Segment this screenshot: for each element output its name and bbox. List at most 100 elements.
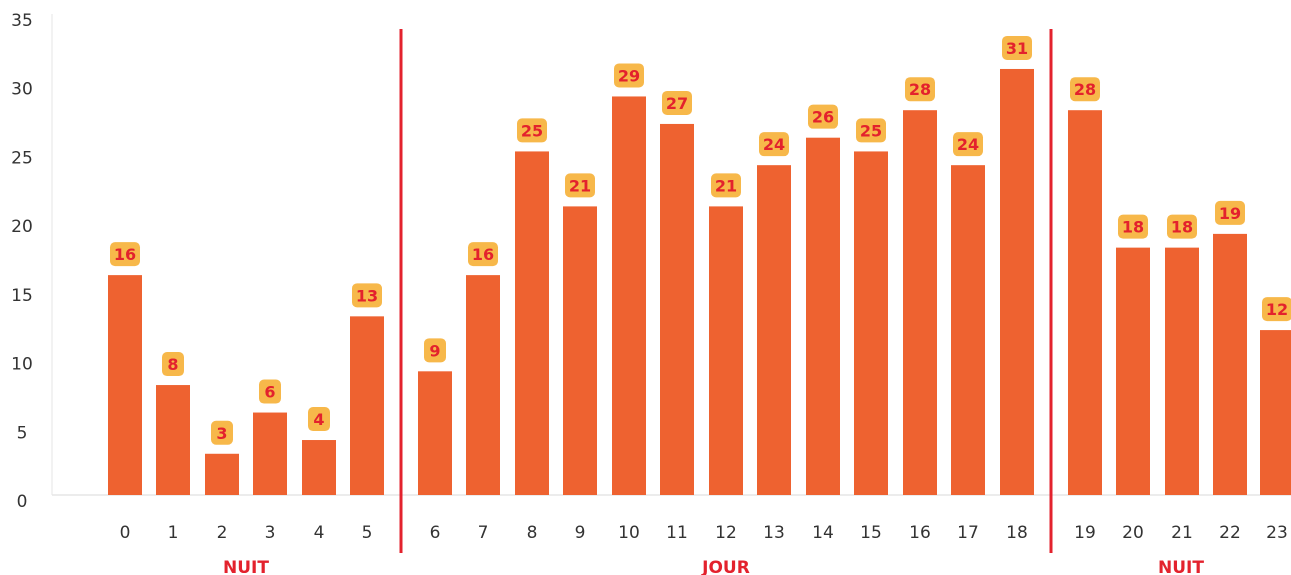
period-separators: [399, 29, 1053, 553]
bar-hour-20: [1116, 247, 1150, 495]
y-tick-label: 30: [11, 80, 33, 100]
bar-hour-8: [515, 151, 549, 495]
data-label: 25: [860, 121, 882, 140]
data-label-badge: [1167, 214, 1197, 239]
x-tick-label: 14: [812, 523, 834, 543]
bar-hour-12: [709, 206, 743, 495]
x-tick-label: 22: [1219, 523, 1241, 543]
x-tick-label: 5: [362, 523, 373, 543]
data-label-badge: [662, 90, 692, 115]
x-tick-label: 20: [1122, 523, 1144, 543]
x-tick-label: 9: [575, 523, 586, 543]
data-label: 25: [521, 121, 543, 140]
data-label: 26: [812, 108, 834, 127]
period-label: NUIT: [223, 558, 269, 575]
data-label: 3: [216, 424, 227, 443]
data-label-badge: [468, 242, 498, 267]
data-label: 31: [1006, 39, 1028, 58]
y-tick-label: 10: [11, 355, 33, 375]
bar-hour-21: [1165, 247, 1199, 495]
data-label: 21: [569, 176, 591, 195]
bar-hour-9: [563, 206, 597, 495]
data-label-badge: [110, 242, 140, 267]
bar-hour-22: [1213, 233, 1247, 495]
data-label: 18: [1171, 218, 1193, 237]
x-tick-label: 7: [478, 523, 489, 543]
data-label: 18: [1122, 218, 1144, 237]
data-label-badge: [711, 173, 741, 198]
data-label: 24: [957, 135, 979, 154]
data-label-badge: [614, 63, 644, 88]
bar-hour-23: [1260, 330, 1291, 495]
data-label: 21: [715, 176, 737, 195]
data-label-badge: [759, 132, 789, 157]
data-label: 19: [1219, 204, 1241, 223]
y-tick-label: 5: [17, 423, 28, 443]
x-tick-label: 4: [314, 523, 325, 543]
bar-hour-11: [660, 123, 694, 495]
data-label-badge: [1262, 297, 1291, 322]
x-tick-label: 0: [120, 523, 131, 543]
data-label-badge: [424, 338, 446, 363]
data-label-badge: [308, 407, 330, 432]
data-label-badge: [808, 104, 838, 129]
data-label: 24: [763, 135, 785, 154]
bar-hour-1: [156, 385, 190, 495]
x-tick-label: 8: [527, 523, 538, 543]
bar-hour-6: [418, 371, 452, 495]
data-label: 6: [264, 383, 275, 402]
bar-hour-10: [612, 96, 646, 495]
bar-hour-16: [903, 110, 937, 495]
x-tick-label: 10: [618, 523, 640, 543]
data-label: 27: [666, 94, 688, 113]
data-label: 9: [429, 341, 440, 360]
data-label: 8: [167, 355, 178, 374]
x-tick-label: 2: [217, 523, 228, 543]
data-label-badge: [162, 352, 184, 377]
data-label-badge: [211, 420, 233, 445]
data-label-badge: [1070, 77, 1100, 102]
bar-hour-3: [253, 412, 287, 495]
bar-hour-14: [806, 137, 840, 495]
x-tick-label: 17: [957, 523, 979, 543]
data-label-badge: [517, 118, 547, 143]
data-label: 4: [313, 410, 324, 429]
data-label: 16: [472, 245, 494, 264]
period-label: JOUR: [701, 558, 750, 575]
bar-hour-7: [466, 275, 500, 495]
data-label: 29: [618, 66, 640, 85]
period-labels: NUIT JOUR NUIT: [223, 558, 1204, 575]
y-tick-label: 35: [11, 11, 33, 31]
x-tick-label: 18: [1006, 523, 1028, 543]
data-label: 16: [114, 245, 136, 264]
period-label: NUIT: [1158, 558, 1204, 575]
x-tick-label: 13: [763, 523, 785, 543]
data-label-badge: [259, 379, 281, 404]
bar-hour-4: [302, 440, 336, 495]
data-label-badge: [856, 118, 886, 143]
bar-hour-17: [951, 165, 985, 495]
data-label-badge: [953, 132, 983, 157]
data-label-badge: [1118, 214, 1148, 239]
x-tick-label: 11: [666, 523, 688, 543]
bar-hour-19: [1068, 110, 1102, 495]
bar-hour-0: [108, 275, 142, 495]
x-tick-label: 15: [860, 523, 882, 543]
data-label-badge: [1002, 35, 1032, 60]
y-axis: 0 5 10 15 20 25 30 35: [11, 11, 33, 512]
data-label: 13: [356, 286, 378, 305]
y-tick-label: 25: [11, 148, 33, 168]
bar-hour-5: [350, 316, 384, 495]
x-axis: 0 1 2 3 4 5 6 7 8 9 10 11 12 13 14 15 16 17 18 19 20 21 22 23: [120, 523, 1288, 543]
data-label-badge: [1215, 200, 1245, 225]
data-label-badge: [565, 173, 595, 198]
x-tick-label: 12: [715, 523, 737, 543]
x-tick-label: 3: [265, 523, 276, 543]
data-label-badge: [905, 77, 935, 102]
bars-group: 16 8 3 6 4 13 9 16 25 21 29 27 21 24 26 25 28 24 31 28 18 18 1…: [108, 35, 1291, 495]
data-label-badge: [352, 283, 382, 308]
data-label: 28: [1074, 80, 1096, 99]
x-tick-label: 19: [1074, 523, 1096, 543]
x-tick-label: 23: [1266, 523, 1288, 543]
